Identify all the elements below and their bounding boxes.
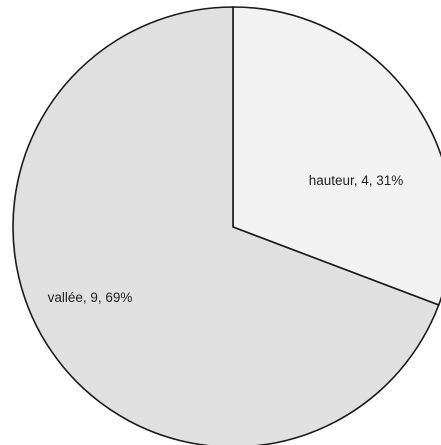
pie-slice-hauteur (232, 6, 441, 307)
data-label-hauteur: hauteur, 4, 31% (309, 173, 404, 188)
pie-slice-vallée (12, 6, 440, 445)
data-label-vallée: vallée, 9, 69% (48, 290, 133, 305)
